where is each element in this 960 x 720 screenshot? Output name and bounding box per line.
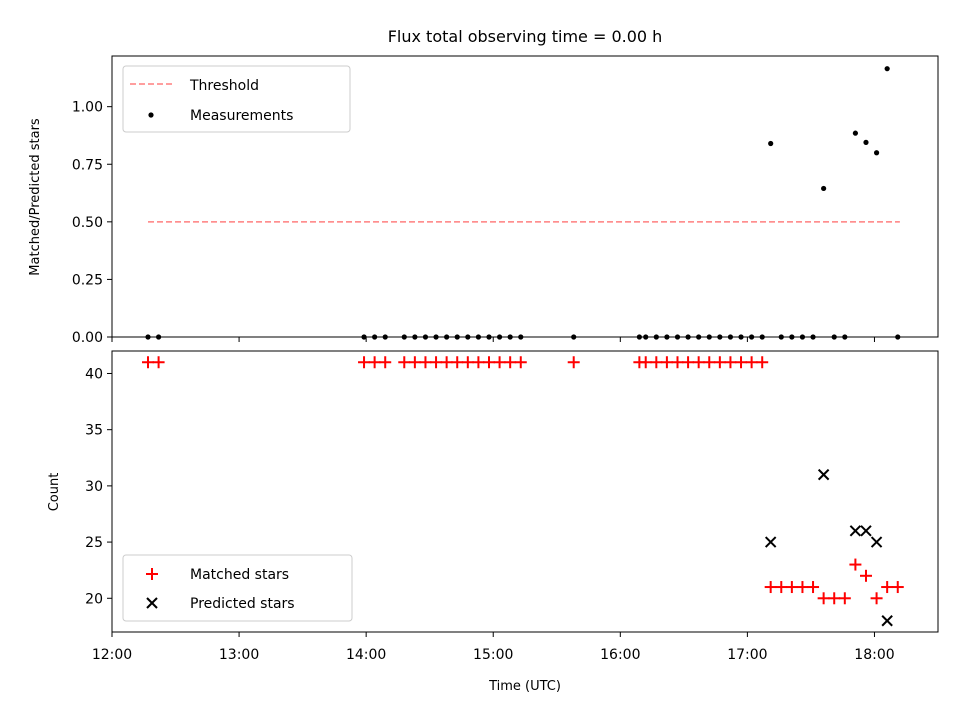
matched-star-point: [660, 356, 673, 369]
matched-star-point: [764, 581, 777, 594]
matched-star-point: [368, 356, 381, 369]
matched-star-point: [430, 356, 443, 369]
x-tick-label: 15:00: [473, 647, 513, 663]
matched-star-point: [891, 581, 904, 594]
predicted-legend-marker: [146, 597, 158, 609]
ratio-plot-frame: [111, 55, 939, 338]
matched-star-point: [639, 356, 652, 369]
count-y-tick-label: 35: [85, 423, 103, 439]
matched-star-point: [807, 581, 820, 594]
measurement-point: [768, 140, 774, 147]
ratio-y-tick-label: 0.00: [72, 330, 103, 346]
matched-legend-marker: [146, 568, 158, 580]
ratio-y-tick-label: 0.75: [72, 157, 103, 173]
matched-star-point: [745, 356, 758, 369]
count-y-tick-label: 25: [85, 535, 103, 551]
chart-title: Flux total observing time = 0.00 h: [388, 27, 663, 46]
measurement-point: [863, 139, 869, 145]
matched-star-point: [785, 581, 798, 594]
matched-star-point: [692, 356, 705, 369]
count-y-axis-label: Count: [47, 473, 62, 512]
predicted-star-point: [817, 468, 830, 481]
x-tick-label: 13:00: [219, 647, 259, 663]
threshold-legend-label: Threshold: [189, 78, 259, 94]
x-tick-label: 17:00: [727, 647, 767, 663]
matched-star-point: [713, 356, 726, 369]
count-legend: Matched stars Predicted stars: [122, 554, 353, 622]
count-y-tick-label: 40: [85, 366, 103, 382]
matched-star-point: [398, 356, 411, 369]
matched-star-point: [724, 356, 737, 369]
matched-star-point: [828, 592, 841, 605]
matched-star-point: [440, 356, 453, 369]
predicted-star-point: [860, 525, 872, 537]
matched-star-point: [358, 356, 371, 369]
matched-star-point: [735, 356, 748, 369]
matched-star-point: [859, 569, 872, 582]
ratio-y-tick-label: 1.00: [72, 100, 103, 116]
ratio-panel: 0.00 0.25 0.50 0.75 1.00 Matched/Predicted s…: [28, 55, 939, 346]
count-y-tick-label: 20: [85, 591, 103, 607]
predicted-legend-label: Predicted stars: [190, 596, 295, 612]
matched-star-point: [881, 581, 894, 594]
matched-star-point: [817, 592, 830, 605]
measurement-point: [884, 66, 890, 72]
count-panel: 20 25 30 35 40 12:00 13:00 14:00 15:00 16:00 17:0…: [47, 350, 939, 694]
matched-star-point: [756, 356, 769, 369]
ratio-y-tick-label: 0.50: [72, 215, 103, 231]
matched-star-point: [493, 356, 506, 369]
matched-legend-label: Matched stars: [190, 567, 289, 583]
x-tick-label: 12:00: [92, 647, 132, 663]
matched-star-point: [775, 581, 788, 594]
matched-star-point: [650, 356, 663, 369]
matched-star-point: [472, 356, 485, 369]
matched-star-point: [152, 356, 165, 369]
matched-star-point: [142, 356, 155, 369]
predicted-star-point: [764, 536, 777, 548]
measurement-point: [873, 150, 880, 156]
predicted-star-point: [881, 615, 893, 627]
predicted-star-point: [849, 525, 862, 537]
matched-star-point: [504, 356, 517, 369]
matched-star-point: [419, 356, 432, 369]
matched-star-point: [567, 356, 580, 369]
x-tick-label: 16:00: [600, 647, 640, 663]
matched-star-point: [796, 581, 809, 594]
measurement-point: [821, 185, 827, 192]
matched-star-point: [461, 356, 474, 369]
matched-star-point: [838, 592, 851, 605]
count-y-tick-label: 30: [85, 479, 103, 495]
matched-star-point: [671, 356, 684, 369]
matched-star-point: [703, 356, 716, 369]
ratio-y-tick-label: 0.25: [72, 272, 103, 288]
predicted-star-point: [870, 536, 883, 548]
x-tick-label: 14:00: [346, 647, 386, 663]
count-plot-frame: [111, 350, 939, 633]
matched-star-point: [451, 356, 464, 369]
measurement-point: [852, 130, 859, 136]
measurements-legend-marker: [148, 112, 154, 118]
measurements-legend-label: Measurements: [190, 108, 293, 124]
matched-star-point: [682, 356, 695, 369]
matched-star-point: [514, 356, 527, 369]
ratio-legend: Threshold Measurements: [122, 65, 351, 133]
ratio-y-axis-label: Matched/Predicted stars: [28, 118, 43, 276]
matched-star-point: [870, 592, 883, 605]
matched-star-point: [408, 356, 421, 369]
matched-star-point: [849, 558, 862, 571]
x-axis-label: Time (UTC): [488, 679, 561, 694]
matched-star-point: [379, 356, 392, 369]
x-tick-label: 18:00: [854, 647, 894, 663]
matched-star-point: [482, 356, 495, 369]
